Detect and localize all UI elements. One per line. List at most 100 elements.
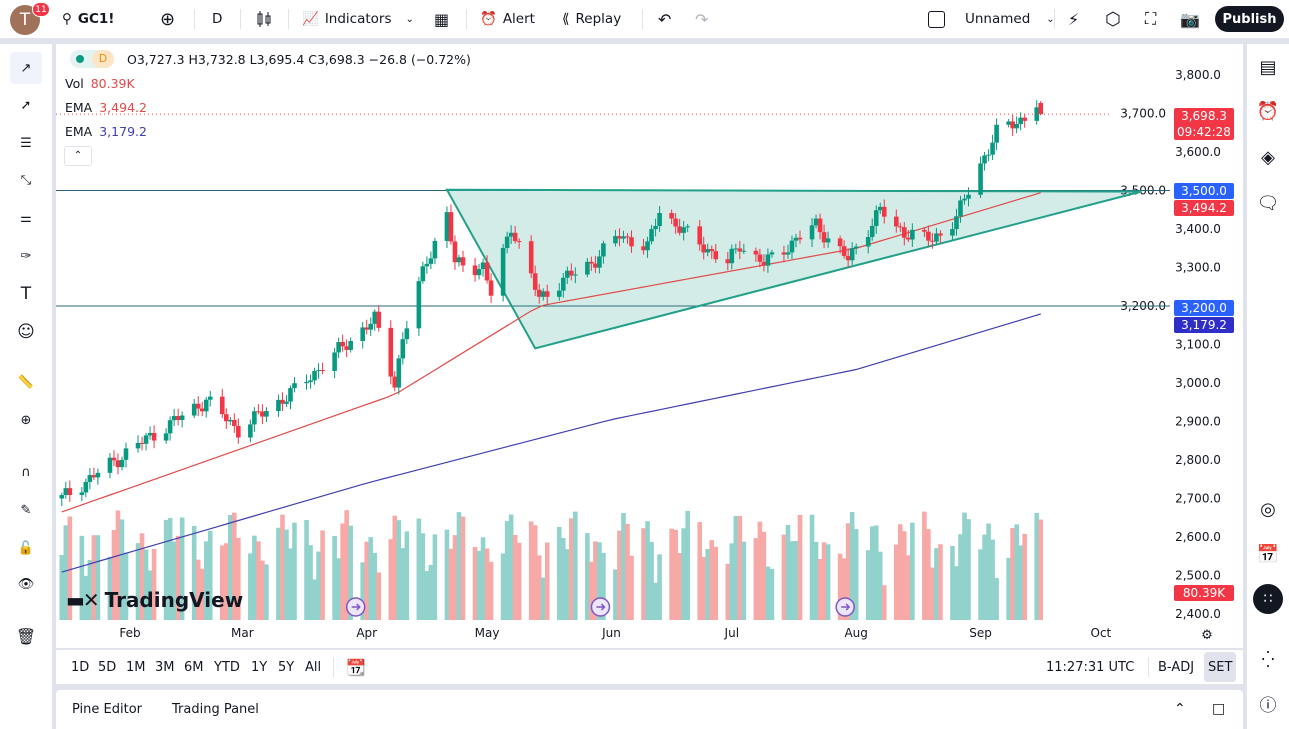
alerts-button[interactable]: ⏰ [1253, 96, 1283, 126]
range-bar: 1D 5D 1M 3M 6M YTD 1Y 5Y All 📆 11:27:31 … [56, 650, 1243, 684]
camera-icon: 📷 [1180, 9, 1200, 29]
products-button[interactable]: ∷ [1253, 584, 1283, 614]
candle-body [304, 381, 309, 384]
volume-bar [536, 555, 542, 620]
volume-bar [67, 516, 73, 620]
stay-drawing-tool[interactable]: ✎ [10, 494, 42, 526]
delete-tool[interactable]: 🗑 [10, 620, 42, 652]
help-button[interactable]: ⓘ [1253, 688, 1283, 718]
text-tool[interactable]: T [10, 278, 42, 310]
watchlist-button[interactable]: ▤ [1253, 52, 1283, 82]
undo-button[interactable]: ↶ [658, 0, 671, 38]
replay-button[interactable]: ⟪ Replay [562, 11, 622, 27]
range-all[interactable]: All [305, 659, 322, 675]
time-tick: May [475, 626, 500, 640]
brush-tool[interactable]: ✑ [10, 240, 42, 272]
candle-body [175, 416, 181, 420]
candle-body [769, 252, 775, 255]
interval-button[interactable]: D [212, 11, 223, 27]
volume-bar [516, 542, 522, 620]
maximize-panel-button[interactable]: □ [1212, 692, 1225, 726]
adjustment-toggle[interactable]: B-ADJ [1158, 659, 1195, 675]
fullscreen-button[interactable]: ⛶ [1145, 0, 1156, 38]
compare-button[interactable]: ⊕ [160, 0, 175, 38]
volume-bar [629, 555, 634, 620]
candle-body [456, 257, 462, 263]
measure-tool[interactable]: 📏 [10, 366, 42, 398]
templates-button[interactable]: ▦ [434, 0, 449, 38]
horizontal-lines-icon: ☰ [20, 135, 32, 151]
range-3m[interactable]: 3M [155, 659, 175, 675]
candle-body [565, 270, 570, 278]
candle-body [147, 432, 153, 436]
clock[interactable]: 11:27:31 UTC [1046, 659, 1135, 675]
zoom-tool[interactable]: ⊕ [10, 404, 42, 436]
volume-bar [472, 546, 478, 620]
tab-trading-panel[interactable]: Trading Panel [172, 701, 259, 717]
range-6m[interactable]: 6M [184, 659, 204, 675]
layout-menu[interactable]: Unnamed ⌄ [928, 0, 1055, 38]
range-1d[interactable]: 1D [71, 659, 90, 675]
streams-button[interactable]: ⁛ [1253, 644, 1283, 674]
ema1-label: EMA [65, 100, 93, 115]
collapse-panel-button[interactable]: ⌃ [1174, 692, 1186, 726]
tab-pine-editor[interactable]: Pine Editor [72, 701, 143, 717]
collapse-legend-button[interactable]: ⌃ [64, 146, 92, 166]
volume-bar [223, 543, 229, 620]
emoji-tool[interactable]: ☺ [10, 316, 42, 348]
redo-button[interactable]: ↷ [695, 0, 708, 38]
pattern-tool[interactable]: ⤡ [10, 164, 42, 196]
candle-body [853, 246, 859, 249]
settings-button[interactable]: ⬡ [1105, 0, 1121, 38]
volume-bar [416, 518, 422, 620]
volume-bar [902, 531, 907, 620]
snapshot-button[interactable]: 📷 [1180, 0, 1200, 38]
candle-body [994, 124, 999, 143]
range-ytd[interactable]: YTD [214, 659, 240, 675]
range-5y[interactable]: 5Y [278, 659, 295, 675]
volume-bar [613, 569, 618, 620]
chats-button[interactable]: 🗨 [1253, 188, 1283, 218]
candle-body [797, 237, 803, 240]
magnet-tool[interactable]: ∩ [10, 456, 42, 488]
volume-bar [601, 552, 606, 620]
candle-body [986, 154, 991, 156]
range-5d[interactable]: 5D [98, 659, 117, 675]
trendline-tool[interactable]: ➚ [10, 89, 42, 121]
candle-body [617, 236, 622, 239]
volume-bar [484, 548, 490, 620]
candle-body [139, 442, 145, 444]
candle-body [821, 232, 827, 243]
candle-body [761, 261, 767, 266]
chart-type-button[interactable] [256, 0, 272, 38]
range-1y[interactable]: 1Y [251, 659, 268, 675]
ema-fast-badge: 3,494.2 [1174, 200, 1234, 216]
session-toggle[interactable]: SET [1204, 652, 1237, 682]
object-tree-button[interactable]: ◈ [1253, 142, 1283, 172]
quick-search-button[interactable]: ⚡ [1068, 0, 1079, 38]
symbol-search[interactable]: ⚲ GC1! [62, 11, 115, 27]
publish-button[interactable]: Publish [1215, 6, 1284, 32]
forecast-tool[interactable]: ⚌ [10, 202, 42, 234]
candle-body [59, 495, 65, 499]
volume-bar [701, 556, 707, 620]
candle-body [280, 399, 285, 404]
candle-body [737, 248, 743, 252]
calendar-button[interactable]: 📅 [1253, 539, 1283, 569]
candle-body [560, 277, 566, 291]
volume-bar [1034, 512, 1040, 620]
indicators-button[interactable]: 📈 Indicators ⌄ [302, 11, 414, 27]
volume-bar [63, 525, 69, 620]
goto-date-button[interactable]: 📆 [346, 650, 366, 684]
lightning-search-icon: ⚡ [1068, 9, 1080, 29]
triangle-pattern [445, 188, 1142, 350]
hide-tool[interactable]: 👁 [10, 568, 42, 600]
chevron-down-icon: ⌄ [1046, 13, 1055, 25]
range-1m[interactable]: 1M [126, 659, 146, 675]
alert-button[interactable]: ⏰ Alert [480, 11, 535, 27]
cursor-tool[interactable]: ↗ [10, 52, 42, 84]
price-chart[interactable]: 3,800.0 3,700.0 3,600.0 3,500.0 3,400.0 3,300… [56, 44, 1243, 648]
ideas-button[interactable]: ◎ [1253, 494, 1283, 524]
lock-tool[interactable]: 🔓 [10, 532, 42, 564]
fib-tool[interactable]: ☰ [10, 127, 42, 159]
